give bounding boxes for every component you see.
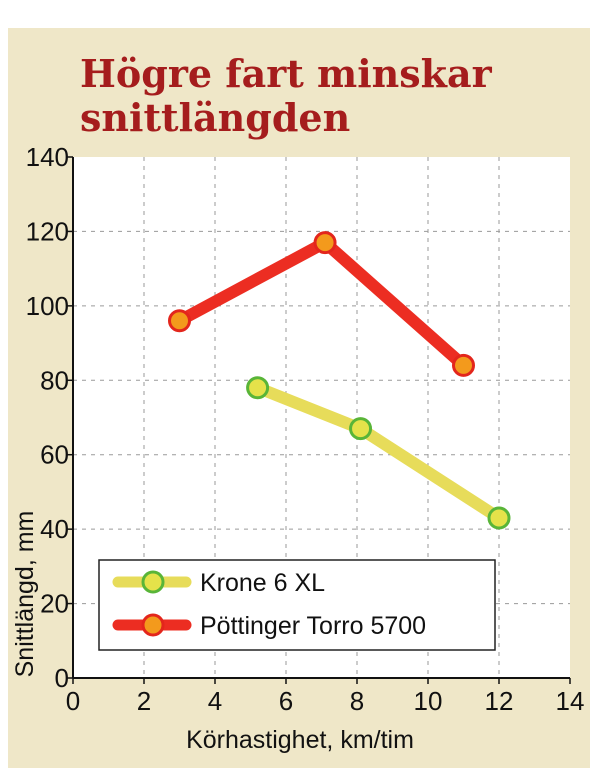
legend-marker-krone bbox=[141, 570, 165, 594]
data-point-series-1 bbox=[313, 231, 337, 255]
legend-items: Krone 6 XL Pöttinger Torro 5700 bbox=[112, 569, 426, 640]
y-axis-label: Snittlängd, mm bbox=[11, 511, 39, 678]
x-tick-label: 6 bbox=[279, 686, 293, 716]
data-point-series-0 bbox=[349, 417, 373, 441]
legend: Krone 6 XL Pöttinger Torro 5700 bbox=[98, 559, 496, 651]
legend-box bbox=[98, 559, 496, 651]
x-tick-label: 14 bbox=[556, 686, 585, 716]
y-tick-label: 140 bbox=[26, 142, 69, 172]
x-tick-label: 0 bbox=[66, 686, 80, 716]
chart-title-line-1: Högre fart minskar bbox=[80, 51, 493, 96]
data-point-series-0 bbox=[246, 376, 270, 400]
data-point-series-1 bbox=[168, 309, 191, 333]
y-tick-label: 60 bbox=[40, 440, 69, 470]
x-tick-label: 10 bbox=[414, 686, 443, 716]
y-tick-label: 120 bbox=[26, 216, 69, 246]
axes bbox=[67, 156, 571, 684]
data-point-series-0 bbox=[487, 506, 511, 530]
x-tick-label: 4 bbox=[208, 686, 222, 716]
x-tick-label: 8 bbox=[350, 686, 364, 716]
y-tick-label: 20 bbox=[40, 589, 69, 619]
y-tick-label: 40 bbox=[40, 514, 69, 544]
y-tick-label: 80 bbox=[40, 365, 69, 395]
x-tick-label: 2 bbox=[137, 686, 151, 716]
legend-label-pottinger: Pöttinger Torro 5700 bbox=[200, 612, 426, 640]
x-axis-label: Körhastighet, km/tim bbox=[186, 726, 414, 754]
legend-label-krone: Krone 6 XL bbox=[200, 569, 325, 597]
chart-title-line-2: snittlängden bbox=[80, 95, 350, 140]
y-tick-label: 100 bbox=[26, 291, 69, 321]
series-layer bbox=[168, 231, 511, 530]
data-point-series-1 bbox=[452, 353, 475, 377]
legend-marker-pottinger bbox=[141, 613, 165, 637]
x-tick-label: 12 bbox=[485, 686, 514, 716]
y-tick-label: 0 bbox=[55, 663, 69, 693]
